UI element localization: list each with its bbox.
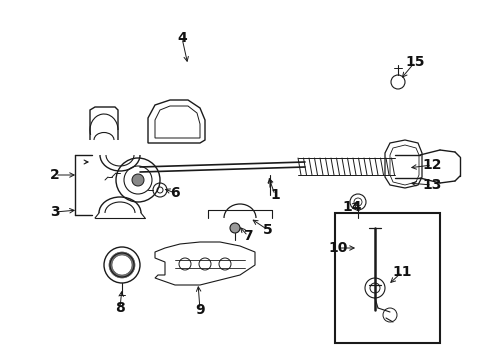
Text: 5: 5 xyxy=(263,223,272,237)
Text: 7: 7 xyxy=(243,229,252,243)
Text: 10: 10 xyxy=(327,241,347,255)
Text: 11: 11 xyxy=(391,265,411,279)
Text: 6: 6 xyxy=(170,186,180,200)
Text: 1: 1 xyxy=(269,188,279,202)
Circle shape xyxy=(229,223,240,233)
Text: 12: 12 xyxy=(421,158,441,172)
Text: 3: 3 xyxy=(50,205,60,219)
Circle shape xyxy=(132,174,143,186)
Text: 8: 8 xyxy=(115,301,124,315)
Text: 15: 15 xyxy=(405,55,424,69)
Text: 14: 14 xyxy=(342,200,361,214)
Text: 4: 4 xyxy=(177,31,186,45)
Text: 2: 2 xyxy=(50,168,60,182)
Text: 13: 13 xyxy=(422,178,441,192)
Text: 9: 9 xyxy=(195,303,204,317)
Bar xyxy=(334,213,439,343)
